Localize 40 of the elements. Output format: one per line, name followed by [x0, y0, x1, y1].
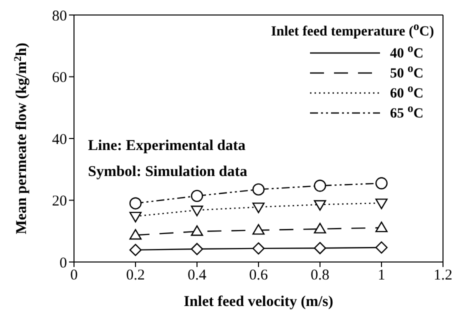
legend-label: 65 $^{o}$C	[390, 102, 424, 123]
y-tick-label: 40	[52, 132, 67, 148]
legend-label: 40 $^{o}$C	[390, 42, 424, 63]
x-tick-label: 0.8	[310, 268, 330, 284]
annotation: Symbol: Simulation data	[88, 164, 248, 181]
point	[375, 222, 388, 232]
point	[252, 202, 265, 214]
point	[314, 180, 326, 192]
point	[190, 225, 204, 236]
point	[314, 222, 326, 234]
x-axis-title: Inlet feed velocity (m/s)	[184, 294, 334, 310]
y-tick-label: 80	[52, 8, 67, 24]
point	[252, 224, 265, 235]
point	[314, 242, 326, 254]
point	[375, 241, 388, 254]
point	[252, 183, 265, 196]
point	[129, 229, 142, 240]
point	[190, 190, 204, 202]
point	[129, 212, 142, 222]
legend-label: 60 $^{o}$C	[390, 82, 424, 103]
point	[129, 244, 142, 256]
y-tick-label: 60	[52, 70, 67, 86]
legend-title: Inlet feed temperature ($^{o}$C)	[270, 20, 434, 41]
y-tick-label: 0	[60, 255, 67, 272]
x-tick-label: 0.2	[126, 268, 145, 284]
x-tick-label: 0.6	[249, 268, 268, 284]
x-tick-label: 0	[70, 268, 78, 284]
point	[314, 200, 326, 211]
point	[375, 177, 388, 190]
point	[252, 242, 265, 255]
legend-label: 50 $^{o}$C	[390, 62, 424, 83]
y-tick-label: 20	[52, 194, 67, 210]
x-tick-label: 1.2	[434, 268, 452, 284]
x-tick-label: 1	[378, 268, 386, 284]
annotation: Line: Experimental data	[88, 138, 246, 155]
point	[190, 206, 204, 216]
point	[375, 198, 388, 210]
x-tick-label: 0.4	[188, 268, 207, 284]
point	[129, 197, 142, 210]
point	[190, 242, 204, 256]
